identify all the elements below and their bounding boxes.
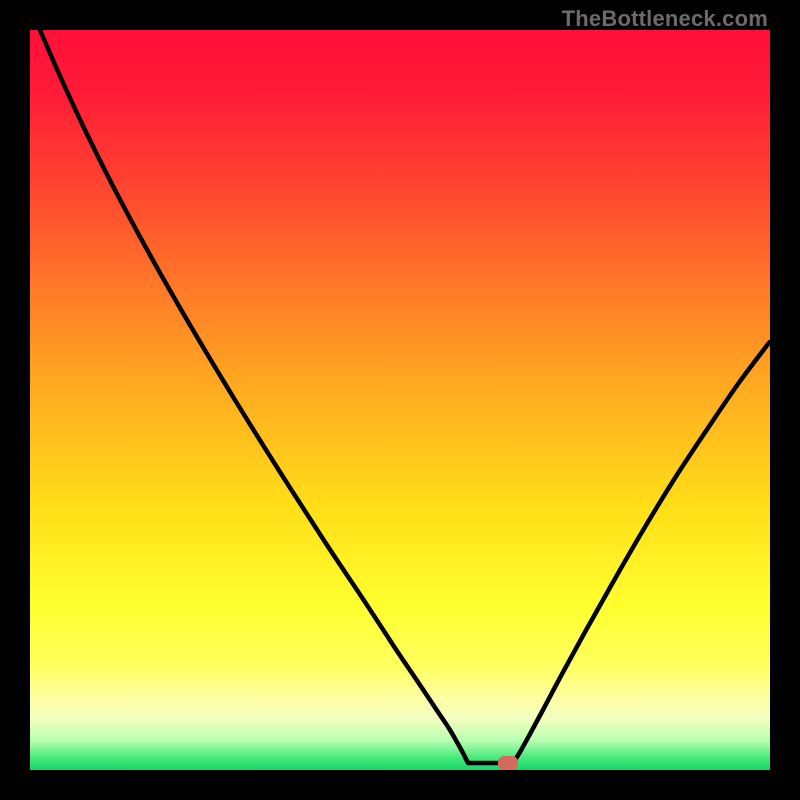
chart-frame: TheBottleneck.com bbox=[0, 0, 800, 800]
optimum-marker bbox=[498, 756, 518, 770]
plot-area bbox=[30, 30, 770, 770]
bottleneck-curve bbox=[30, 30, 770, 770]
curve-path bbox=[40, 30, 770, 763]
watermark-text: TheBottleneck.com bbox=[562, 6, 768, 32]
